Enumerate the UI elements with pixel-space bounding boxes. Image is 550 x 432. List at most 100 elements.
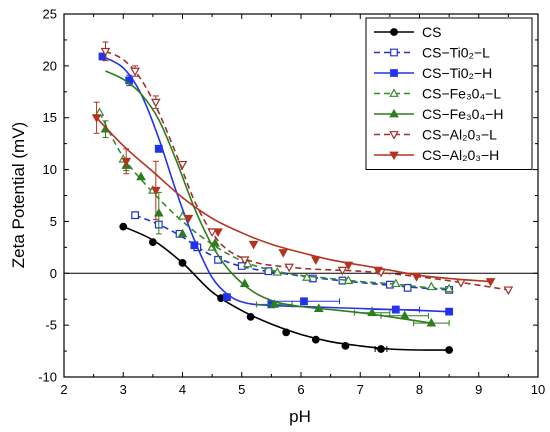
series-line bbox=[105, 70, 432, 324]
data-point bbox=[284, 263, 294, 273]
data-point bbox=[210, 238, 220, 247]
data-point bbox=[445, 307, 454, 316]
legend-entry: CS−Al₂0₃−H bbox=[374, 147, 499, 163]
data-point bbox=[399, 310, 410, 320]
y-tick-label: 0 bbox=[50, 266, 57, 281]
legend-marker bbox=[389, 108, 399, 118]
data-point bbox=[282, 328, 291, 337]
legend-entry: CS−Fe₃0₄−H bbox=[374, 106, 503, 122]
data-point bbox=[390, 278, 401, 288]
legend-marker bbox=[389, 151, 399, 161]
series-line bbox=[98, 112, 450, 290]
legend-entry: CS−Al₂0₃−L bbox=[374, 127, 497, 143]
y-tick-label: -10 bbox=[38, 370, 57, 385]
data-point bbox=[237, 262, 246, 270]
legend-label: CS−Ti0₂−H bbox=[422, 65, 492, 81]
y-tick-label: -5 bbox=[45, 318, 57, 333]
x-tick-label: 7 bbox=[357, 382, 364, 397]
data-point bbox=[445, 346, 454, 354]
series-group bbox=[91, 41, 514, 354]
y-axis-title: Zeta Potential (mV) bbox=[9, 122, 28, 268]
data-point bbox=[503, 286, 514, 296]
legend-entry: CS−Ti0₂−H bbox=[374, 65, 492, 81]
legend-label: CS−Fe₃0₄−L bbox=[422, 86, 501, 102]
data-point bbox=[367, 307, 377, 317]
data-point bbox=[248, 240, 259, 250]
legend-label: CS−Fe₃0₄−H bbox=[422, 106, 503, 122]
x-tick-label: 3 bbox=[120, 382, 127, 397]
y-tick-label: 5 bbox=[50, 214, 57, 229]
data-point bbox=[391, 305, 400, 314]
x-tick-label: 9 bbox=[475, 382, 482, 397]
data-point bbox=[153, 207, 164, 217]
y-tick-label: 25 bbox=[43, 7, 57, 22]
data-point bbox=[302, 272, 312, 281]
data-point bbox=[403, 283, 412, 292]
legend-marker bbox=[390, 48, 398, 57]
x-tick-label: 6 bbox=[297, 382, 304, 397]
series-6 bbox=[91, 101, 496, 287]
data-point bbox=[444, 283, 454, 293]
data-point bbox=[151, 186, 161, 196]
legend-marker bbox=[390, 69, 398, 77]
legend-marker bbox=[389, 88, 399, 97]
data-point bbox=[91, 114, 102, 123]
data-point bbox=[130, 67, 140, 77]
series-2 bbox=[98, 52, 454, 316]
data-point bbox=[411, 272, 422, 282]
data-point bbox=[343, 261, 354, 271]
legend-label: CS−Al₂0₃−H bbox=[422, 147, 499, 163]
legend-entry: CS−Fe₃0₄−L bbox=[374, 86, 501, 102]
series-0 bbox=[119, 222, 454, 354]
data-point bbox=[373, 266, 383, 276]
data-point bbox=[426, 281, 437, 291]
data-point bbox=[131, 211, 139, 220]
x-axis-title: pH bbox=[289, 407, 311, 426]
data-point bbox=[177, 228, 188, 238]
legend-entry: CS−Ti0₂−L bbox=[374, 45, 490, 61]
data-point bbox=[341, 341, 350, 350]
data-point bbox=[300, 297, 308, 306]
data-point bbox=[337, 266, 348, 276]
data-point bbox=[183, 214, 194, 224]
data-point bbox=[178, 259, 187, 267]
series-line bbox=[105, 50, 509, 291]
data-point bbox=[313, 303, 324, 312]
data-point bbox=[272, 267, 283, 276]
data-point bbox=[190, 241, 199, 250]
y-tick-label: 20 bbox=[43, 58, 57, 73]
data-point bbox=[151, 98, 161, 108]
data-point bbox=[100, 47, 111, 57]
data-point bbox=[242, 258, 253, 268]
y-tick-label: 10 bbox=[43, 162, 57, 177]
data-point bbox=[121, 157, 132, 167]
data-point bbox=[148, 238, 157, 247]
data-point bbox=[239, 256, 250, 265]
series-3 bbox=[94, 107, 454, 293]
x-tick-label: 4 bbox=[179, 382, 186, 397]
data-point bbox=[223, 293, 231, 302]
data-point bbox=[426, 317, 437, 327]
data-point bbox=[119, 222, 128, 231]
x-tick-label: 5 bbox=[238, 382, 245, 397]
data-point bbox=[213, 228, 223, 237]
legend-label: CS bbox=[422, 24, 441, 40]
data-point bbox=[343, 275, 354, 284]
data-point bbox=[246, 312, 255, 321]
data-point bbox=[154, 144, 163, 153]
data-point bbox=[136, 171, 146, 181]
data-point bbox=[278, 249, 289, 258]
series-4 bbox=[100, 70, 450, 327]
x-tick-label: 2 bbox=[60, 382, 67, 397]
data-point bbox=[239, 278, 250, 288]
legend-marker bbox=[389, 131, 399, 140]
data-point bbox=[269, 299, 280, 308]
data-point bbox=[207, 228, 217, 237]
x-tick-label: 10 bbox=[531, 382, 545, 397]
data-point bbox=[310, 256, 321, 265]
legend-marker bbox=[390, 28, 398, 36]
data-point bbox=[311, 335, 320, 344]
data-point bbox=[377, 345, 385, 353]
x-tick-label: 8 bbox=[416, 382, 423, 397]
legend-entry: CS bbox=[374, 24, 441, 40]
